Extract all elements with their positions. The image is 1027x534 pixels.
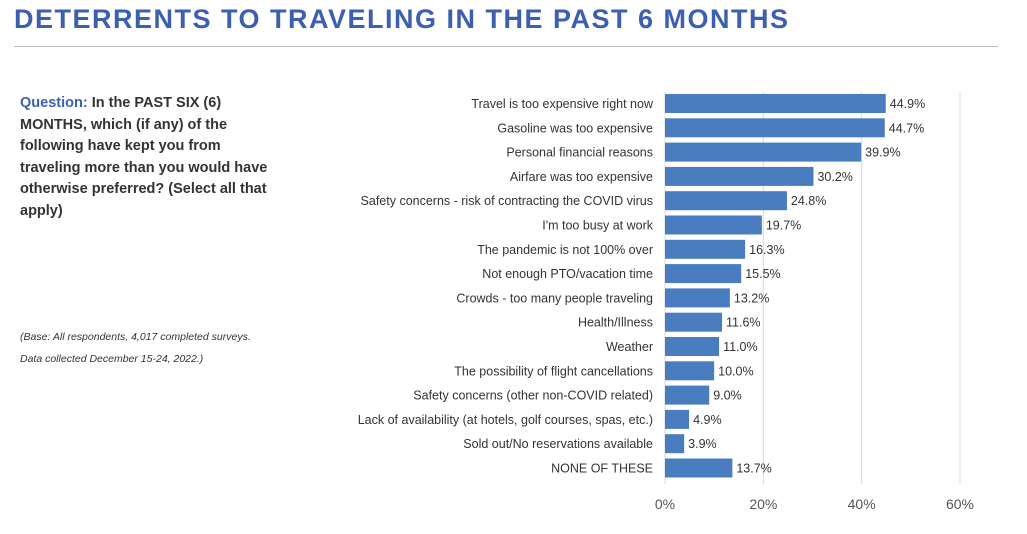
value-label: 39.9% [865, 146, 900, 160]
bar [665, 166, 814, 186]
bar [665, 288, 730, 308]
value-label: 15.5% [745, 267, 780, 281]
category-label: Sold out/No reservations available [463, 437, 653, 451]
value-label: 30.2% [817, 170, 852, 184]
value-label: 11.0% [723, 340, 758, 354]
title-divider [14, 46, 998, 47]
value-label: 13.2% [734, 291, 769, 305]
bar [665, 215, 762, 235]
bar [665, 264, 742, 284]
base-note-line-1: (Base: All respondents, 4,017 completed … [20, 331, 251, 343]
x-tick-label: 40% [848, 496, 876, 512]
question-block: Question: In the PAST SIX (6) MONTHS, wh… [20, 93, 280, 222]
question-label: Question: [20, 95, 88, 111]
category-label: Not enough PTO/vacation time [482, 267, 653, 281]
category-label: The possibility of flight cancellations [454, 364, 653, 378]
bar [665, 118, 885, 138]
category-label: Lack of availability (at hotels, golf co… [358, 413, 653, 427]
category-label: Weather [606, 340, 653, 354]
bar [665, 409, 690, 429]
value-label: 3.9% [688, 437, 717, 451]
category-label: Crowds - too many people traveling [456, 291, 653, 305]
value-label: 44.7% [889, 121, 924, 135]
category-label: The pandemic is not 100% over [477, 243, 653, 257]
bar [665, 312, 723, 332]
category-label: Gasoline was too expensive [497, 121, 653, 135]
base-note-line-2: Data collected December 15-24, 2022.) [20, 353, 204, 365]
x-tick-label: 20% [749, 496, 777, 512]
bar [665, 361, 715, 381]
bar [665, 385, 710, 405]
category-label: NONE OF THESE [551, 462, 653, 476]
category-label: Safety concerns (other non-COVID related… [413, 389, 653, 403]
value-label: 11.6% [726, 316, 761, 330]
category-label: Travel is too expensive right now [471, 97, 654, 111]
bar [665, 458, 733, 478]
value-label: 24.8% [791, 194, 826, 208]
value-label: 16.3% [749, 243, 784, 257]
value-label: 10.0% [718, 364, 753, 378]
category-label: Airfare was too expensive [510, 170, 653, 184]
labels: 0% 20% 40% 60% Travel is too expensive right… [358, 97, 974, 512]
bar [665, 337, 720, 356]
x-tick-label: 60% [946, 496, 974, 512]
bar [665, 239, 746, 259]
value-label: 19.7% [766, 219, 801, 233]
value-label: 4.9% [693, 413, 722, 427]
question-text: In the PAST SIX (6) MONTHS, which (if an… [20, 95, 268, 219]
base-note: (Base: All respondents, 4,017 completed … [20, 326, 290, 370]
category-label: Personal financial reasons [506, 146, 653, 160]
bar [665, 434, 685, 454]
category-label: Health/Illness [578, 316, 653, 330]
value-label: 44.9% [890, 97, 925, 111]
category-label: Safety concerns - risk of contracting th… [361, 194, 653, 208]
bar [665, 94, 886, 113]
x-tick-label: 0% [655, 496, 675, 512]
category-label: I'm too busy at work [542, 219, 654, 233]
value-label: 9.0% [713, 389, 742, 403]
bar [665, 191, 787, 211]
value-label: 13.7% [736, 462, 771, 476]
page-title: DETERRENTS TO TRAVELING IN THE PAST 6 MO… [14, 4, 790, 34]
bars [665, 94, 886, 478]
bar [665, 142, 862, 162]
